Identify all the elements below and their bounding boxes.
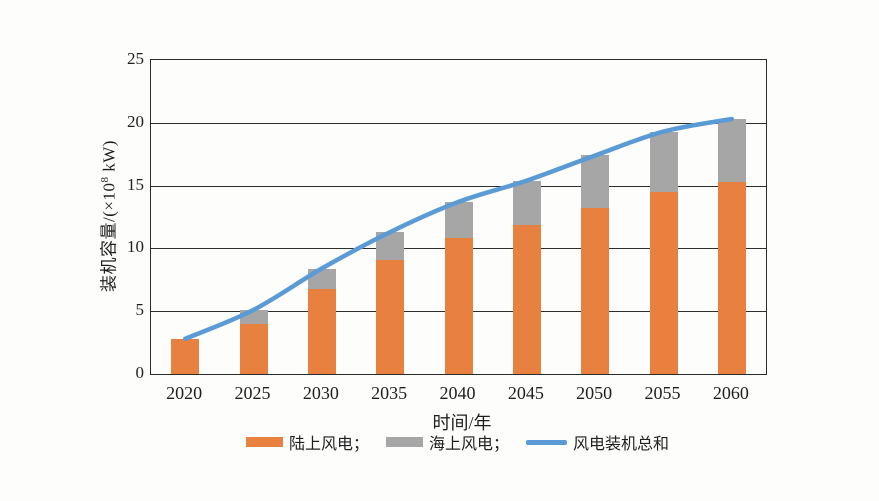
total-line-swatch-icon [526, 439, 567, 445]
legend-item-onshore-wind: 陆上风电； [245, 430, 369, 454]
legend-item-total-wind: 风电装机总和 [526, 430, 669, 454]
bar-segment-offshore-wind-2055 [649, 131, 678, 192]
y-axis-title-unit: kW) [99, 140, 119, 177]
y-tick-label-15: 15 [127, 174, 144, 194]
y-tick-label-5: 5 [135, 300, 145, 320]
x-tick-label-2040: 2040 [439, 383, 476, 403]
x-tick-label-2055: 2055 [644, 383, 681, 403]
offshore-wind-swatch-icon [385, 437, 423, 447]
y-tick-label-25: 25 [127, 49, 144, 69]
legend-item-offshore-wind: 海上风电； [385, 430, 509, 454]
y-axis-title-text: 装机容量/(×10 [99, 182, 119, 292]
gridline-y20 [151, 122, 766, 124]
bar-segment-onshore-wind-2030 [307, 288, 336, 374]
bar-segment-offshore-wind-2040 [444, 201, 473, 239]
x-tick-label-2035: 2035 [371, 383, 408, 403]
bar-segment-onshore-wind-2020 [171, 338, 200, 374]
onshore-wind-swatch-icon [245, 437, 283, 447]
bar-segment-onshore-wind-2045 [512, 224, 541, 374]
x-tick-label-2025: 2025 [234, 383, 271, 403]
legend-label-offshore: 海上风电； [428, 436, 509, 453]
gridline-y15 [151, 185, 766, 187]
x-tick-label-2050: 2050 [576, 383, 613, 403]
y-axis-title: 装机容量/(×108 kW) [95, 140, 120, 292]
bar-segment-onshore-wind-2040 [444, 238, 473, 374]
y-tick-label-10: 10 [127, 237, 144, 257]
plot-area [150, 59, 767, 375]
bar-segment-onshore-wind-2050 [581, 208, 610, 374]
total-line [182, 116, 735, 342]
bar-segment-offshore-wind-2045 [512, 180, 541, 225]
total-line-layer [182, 116, 735, 342]
x-tick-label-2060: 2060 [712, 383, 749, 403]
x-axis-title: 时间/年 [432, 413, 492, 433]
legend-label-total: 风电装机总和 [573, 436, 670, 453]
y-tick-label-20: 20 [127, 111, 144, 131]
x-tick-label-2030: 2030 [302, 383, 339, 403]
x-tick-label-2020: 2020 [166, 383, 203, 403]
bar-segment-offshore-wind-2060 [717, 119, 746, 182]
legend-label-onshore: 陆上风电； [288, 436, 369, 453]
bar-segment-onshore-wind-2055 [649, 191, 678, 374]
bar-segment-onshore-wind-2060 [717, 181, 746, 374]
bar-segment-offshore-wind-2050 [581, 155, 610, 209]
x-tick-label-2045: 2045 [507, 383, 544, 403]
y-tick-label-0: 0 [135, 363, 145, 383]
bar-segment-onshore-wind-2025 [239, 323, 268, 374]
bar-segment-onshore-wind-2035 [376, 259, 405, 374]
chart-legend: 陆上风电； 海上风电； 风电装机总和 [150, 430, 765, 454]
